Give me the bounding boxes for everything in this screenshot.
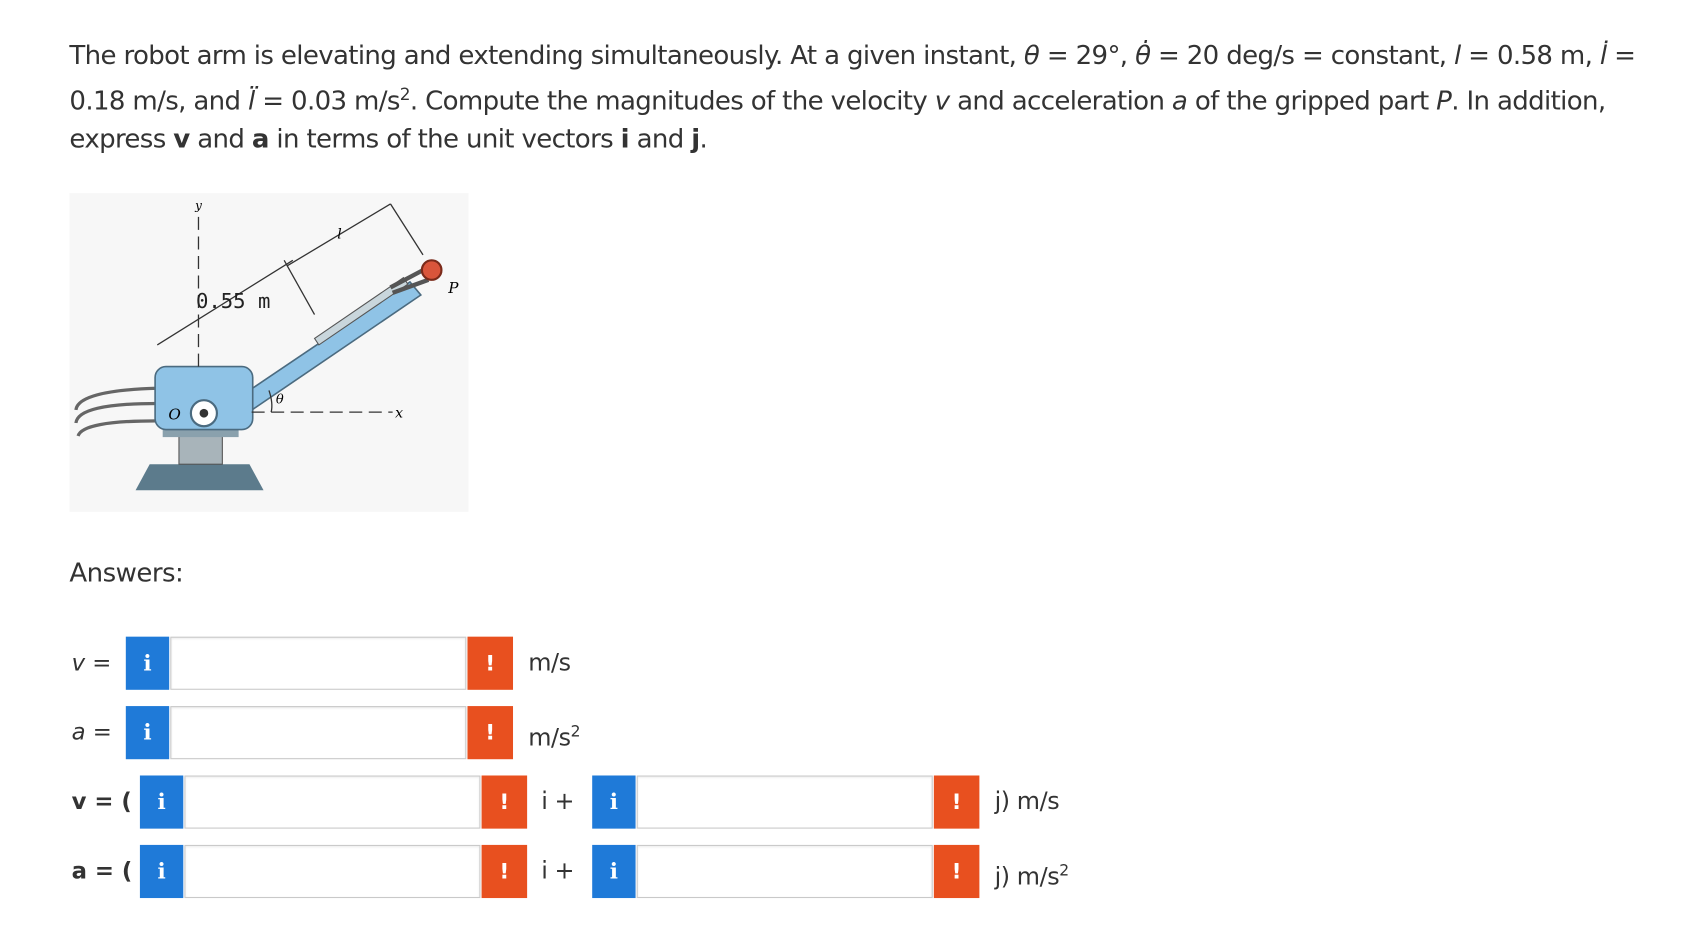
answer-label: v = xyxy=(71,649,112,676)
robot-arm-figure: y 0.55 m l P O θ x xyxy=(69,193,469,512)
answer-input[interactable] xyxy=(184,775,481,829)
symbol: l xyxy=(1453,40,1461,71)
axis-label: y xyxy=(194,198,202,212)
text: and xyxy=(628,123,692,155)
base xyxy=(135,464,264,491)
error-badge[interactable]: ! xyxy=(467,636,514,690)
text: of the gripped part xyxy=(1187,85,1437,116)
exponent: 2 xyxy=(399,84,411,104)
text: The robot arm is elevating and extending… xyxy=(69,40,1024,71)
axis-label: x xyxy=(395,406,403,422)
gripper xyxy=(389,267,430,295)
answer-input[interactable] xyxy=(170,636,467,690)
unit-exponent: 2 xyxy=(570,723,581,741)
origin-label: O xyxy=(168,406,181,424)
error-badge[interactable]: ! xyxy=(933,844,980,899)
unit-exponent: 2 xyxy=(1059,862,1069,880)
angle-label: θ xyxy=(276,392,284,407)
vector: a xyxy=(251,123,270,155)
symbol: θ xyxy=(1023,40,1040,71)
text: . In addition, express xyxy=(69,85,1606,155)
unit-label: j) m/s xyxy=(995,775,1060,828)
symbol: P xyxy=(1436,85,1452,116)
unit-label: m/s xyxy=(528,637,571,690)
unit: m/s xyxy=(528,649,571,677)
length-label: l xyxy=(337,227,342,243)
text: . Compute the magnitudes of the velocity xyxy=(409,85,935,116)
text: = 20 deg/s = constant, xyxy=(1150,40,1454,71)
symbol: θ̇ xyxy=(1135,40,1151,71)
symbol: a xyxy=(1171,85,1188,116)
answer-input[interactable] xyxy=(636,775,933,829)
text: and acceleration xyxy=(949,85,1172,116)
answer-input[interactable] xyxy=(170,706,467,760)
vector: v xyxy=(173,123,190,155)
info-button[interactable]: i xyxy=(125,636,170,690)
vector: j xyxy=(691,123,700,155)
dimensions xyxy=(156,203,424,413)
info-button[interactable]: i xyxy=(139,775,184,829)
answers-title: Answers: xyxy=(69,557,184,588)
error-badge[interactable]: ! xyxy=(467,706,514,760)
flange xyxy=(162,428,239,438)
part-p xyxy=(420,259,443,281)
symbol: l̇ xyxy=(1599,40,1607,71)
cables xyxy=(74,386,158,437)
arm-rod xyxy=(313,276,409,346)
text: and xyxy=(189,123,252,155)
unit: j) m/s xyxy=(994,788,1060,816)
text: = 0.18 m/s, and xyxy=(69,40,1636,116)
point-label: P xyxy=(447,279,459,297)
answer-input[interactable] xyxy=(636,844,933,899)
dimension-label: 0.55 m xyxy=(196,289,270,313)
text: = 0.03 m/s xyxy=(254,85,400,116)
answer-label: a = xyxy=(71,719,112,746)
info-button[interactable]: i xyxy=(592,844,636,899)
unit-label: m/s2 xyxy=(528,706,580,765)
error-badge[interactable]: ! xyxy=(481,775,528,829)
symbol: l̈ xyxy=(248,85,255,116)
info-button[interactable]: i xyxy=(592,775,636,829)
figure-background xyxy=(69,193,469,512)
pivot-center xyxy=(199,408,209,418)
text: in terms of the unit vectors xyxy=(268,123,621,155)
problem-text: The robot arm is elevating and extending… xyxy=(69,37,1674,159)
housing xyxy=(154,365,254,431)
error-badge[interactable]: ! xyxy=(933,775,980,829)
error-badge[interactable]: ! xyxy=(481,844,528,899)
answer-label: v = ( xyxy=(71,788,132,815)
vector: i xyxy=(620,123,630,155)
unit-vector-label: i + xyxy=(541,857,575,886)
text: . xyxy=(699,123,708,155)
info-button[interactable]: i xyxy=(125,706,170,760)
answer-input[interactable] xyxy=(184,844,481,899)
unit: m/s xyxy=(528,724,571,752)
unit-label: j) m/s2 xyxy=(995,845,1069,904)
answer-label: a = ( xyxy=(71,857,133,884)
column xyxy=(178,433,223,465)
symbol: v xyxy=(934,85,950,116)
unit: j) m/s xyxy=(994,863,1060,891)
unit-vector-label: i + xyxy=(541,788,575,816)
info-button[interactable]: i xyxy=(139,844,184,899)
text: = 29°, xyxy=(1039,40,1136,71)
text: = 0.58 m, xyxy=(1460,40,1600,71)
